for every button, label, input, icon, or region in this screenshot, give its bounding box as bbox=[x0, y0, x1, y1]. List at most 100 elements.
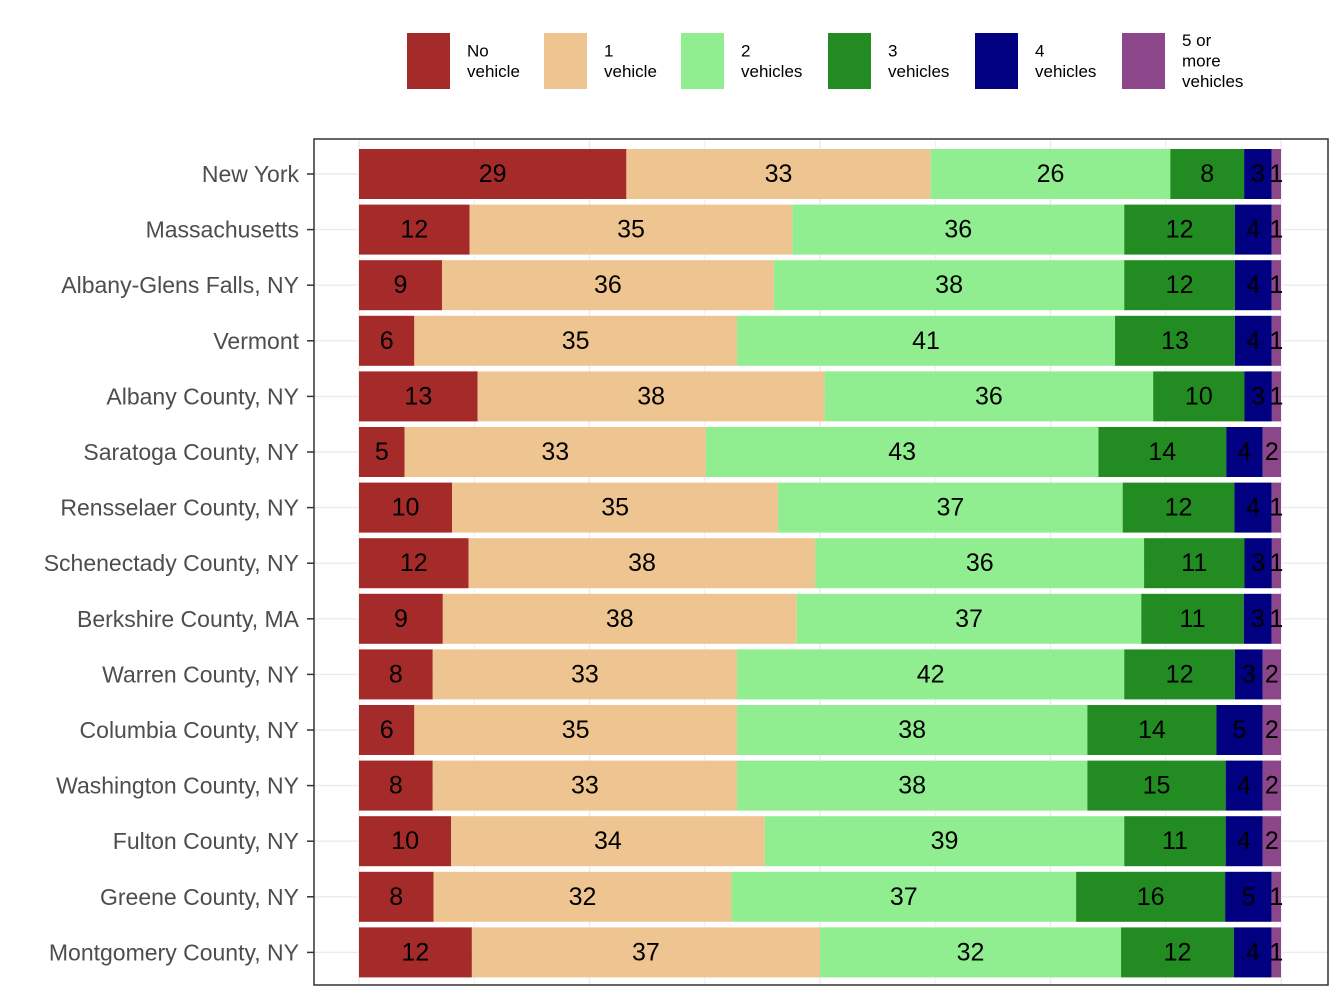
bar-value-label: 29 bbox=[479, 160, 507, 188]
y-tick-label: Montgomery County, NY bbox=[49, 939, 299, 965]
bar-value-label: 11 bbox=[1162, 827, 1188, 855]
bar-segment-2-vehicles bbox=[930, 149, 1171, 199]
bar-segment-no-vehicle bbox=[359, 482, 453, 533]
bar-value-label: 12 bbox=[1166, 216, 1194, 244]
bar-segment-no-vehicle bbox=[359, 816, 452, 867]
bar-value-label: 1 bbox=[1269, 271, 1283, 299]
y-tick-label: Saratoga County, NY bbox=[83, 439, 299, 465]
bar-segment-4-vehicles bbox=[1225, 871, 1272, 922]
bar-value-label: 12 bbox=[1166, 271, 1194, 299]
bar-segment-3-vehicles bbox=[1115, 315, 1235, 366]
bar-value-label: 1 bbox=[1269, 494, 1283, 522]
y-tick-label: New York bbox=[202, 161, 300, 187]
legend-label: 1 vehicle bbox=[604, 41, 657, 81]
bar-row-massachusetts: 12 35 36 12 4 1 bbox=[359, 204, 1283, 255]
bar-value-label: 43 bbox=[888, 438, 916, 466]
bar-value-label: 36 bbox=[966, 549, 994, 577]
bar-segment-no-vehicle bbox=[359, 260, 442, 311]
bar-segment-1-vehicle bbox=[433, 871, 732, 922]
bar-segment-4-vehicles bbox=[1234, 315, 1272, 366]
legend-label: 3 vehicles bbox=[888, 41, 949, 81]
bar-segment-1-vehicle bbox=[452, 482, 779, 533]
plot-panel-border bbox=[313, 138, 1329, 986]
bar-segment-no-vehicle bbox=[359, 927, 472, 978]
bar-segment-5-or-more-vehicles bbox=[1262, 816, 1281, 867]
bar-value-label: 33 bbox=[765, 160, 793, 188]
bar-segment-5-or-more-vehicles bbox=[1262, 427, 1281, 477]
bar-segment-2-vehicles bbox=[737, 705, 1088, 755]
y-tick-label: Rensselaer County, NY bbox=[60, 495, 299, 521]
bar-row-warren-county-ny: 8 33 42 12 3 2 bbox=[359, 649, 1281, 700]
bar-value-label: 4 bbox=[1246, 327, 1260, 355]
bar-segment-5-or-more-vehicles bbox=[1271, 315, 1281, 366]
bar-segment-1-vehicle bbox=[404, 427, 706, 477]
bar-segment-3-vehicles bbox=[1124, 649, 1235, 700]
bar-value-label: 42 bbox=[917, 660, 945, 688]
bar-segment-5-or-more-vehicles bbox=[1271, 149, 1281, 199]
bar-value-label: 5 bbox=[1241, 883, 1255, 911]
bar-segment-5-or-more-vehicles bbox=[1262, 705, 1281, 755]
bar-segment-2-vehicles bbox=[820, 927, 1122, 978]
bar-value-label: 12 bbox=[402, 938, 430, 966]
bar-value-label: 6 bbox=[380, 327, 394, 355]
bar-value-label: 2 bbox=[1265, 660, 1279, 688]
bar-segment-3-vehicles bbox=[1076, 871, 1226, 922]
legend-swatch bbox=[681, 33, 724, 89]
y-tick-label: Massachusetts bbox=[146, 217, 299, 243]
bar-value-label: 1 bbox=[1269, 938, 1283, 966]
legend-label: 5 or more vehicles bbox=[1182, 31, 1243, 91]
bar-segment-4-vehicles bbox=[1226, 427, 1263, 477]
bar-segment-4-vehicles bbox=[1216, 705, 1263, 755]
bar-segment-5-or-more-vehicles bbox=[1271, 593, 1281, 644]
bar-value-label: 39 bbox=[931, 827, 959, 855]
bar-segment-2-vehicles bbox=[773, 260, 1125, 311]
bar-segment-3-vehicles bbox=[1098, 427, 1227, 477]
bar-segment-4-vehicles bbox=[1234, 204, 1272, 255]
bar-value-label: 32 bbox=[957, 938, 985, 966]
bar-segment-2-vehicles bbox=[737, 315, 1116, 366]
bar-value-label: 12 bbox=[1164, 938, 1192, 966]
bar-value-label: 4 bbox=[1237, 772, 1251, 800]
bar-segment-1-vehicle bbox=[432, 760, 738, 811]
bar-row-fulton-county-ny: 10 34 39 11 4 2 bbox=[359, 816, 1281, 867]
y-tick-label: Greene County, NY bbox=[100, 884, 299, 910]
bar-value-label: 3 bbox=[1251, 160, 1265, 188]
bar-segment-2-vehicles bbox=[764, 816, 1125, 867]
y-tick-label: Albany-Glens Falls, NY bbox=[61, 272, 299, 298]
bar-value-label: 4 bbox=[1246, 271, 1260, 299]
bar-segment-1-vehicle bbox=[471, 927, 820, 978]
bar-value-label: 4 bbox=[1246, 494, 1260, 522]
bar-value-label: 37 bbox=[955, 605, 983, 633]
bar-segment-1-vehicle bbox=[414, 315, 738, 366]
bar-segment-no-vehicle bbox=[359, 315, 415, 366]
y-tick-label: Schenectady County, NY bbox=[44, 550, 299, 576]
bar-segment-no-vehicle bbox=[359, 649, 433, 700]
bar-segment-5-or-more-vehicles bbox=[1271, 260, 1281, 311]
bar-segment-2-vehicles bbox=[824, 371, 1154, 422]
y-tick-label: Fulton County, NY bbox=[113, 828, 299, 854]
bar-segment-5-or-more-vehicles bbox=[1271, 871, 1281, 922]
bar-segment-4-vehicles bbox=[1244, 149, 1272, 199]
bar-value-label: 12 bbox=[400, 549, 428, 577]
legend-swatch bbox=[544, 33, 587, 89]
y-tick-label: Columbia County, NY bbox=[80, 717, 299, 743]
legend-label: 4 vehicles bbox=[1035, 41, 1096, 81]
bar-segment-1-vehicle bbox=[432, 649, 738, 700]
bar-value-label: 35 bbox=[562, 716, 590, 744]
bar-value-label: 5 bbox=[375, 438, 389, 466]
bar-segment-3-vehicles bbox=[1122, 482, 1235, 533]
bar-row-greene-county-ny: 8 32 37 16 5 1 bbox=[359, 871, 1283, 922]
bar-segment-1-vehicle bbox=[441, 260, 774, 311]
bar-segment-4-vehicles bbox=[1225, 760, 1263, 811]
bar-value-label: 26 bbox=[1037, 160, 1065, 188]
bar-value-label: 12 bbox=[1165, 494, 1193, 522]
bar-value-label: 33 bbox=[541, 438, 569, 466]
bar-value-label: 16 bbox=[1137, 883, 1165, 911]
bar-value-label: 1 bbox=[1269, 382, 1283, 410]
bar-value-label: 13 bbox=[404, 382, 432, 410]
bar-segment-3-vehicles bbox=[1170, 149, 1245, 199]
bar-segment-4-vehicles bbox=[1234, 649, 1263, 700]
bar-value-label: 11 bbox=[1181, 549, 1207, 577]
bar-value-label: 1 bbox=[1269, 605, 1283, 633]
bar-row-berkshire-county-ma: 9 38 37 11 3 1 bbox=[359, 593, 1283, 644]
